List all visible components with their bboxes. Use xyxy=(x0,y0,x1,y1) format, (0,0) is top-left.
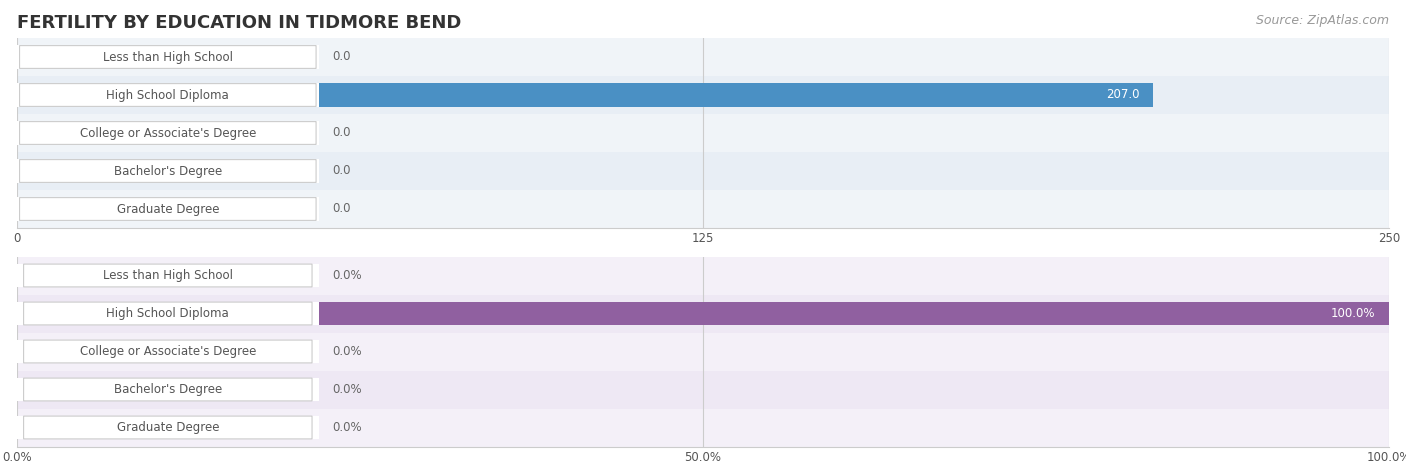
Text: 0.0%: 0.0% xyxy=(332,383,363,396)
FancyBboxPatch shape xyxy=(20,46,316,68)
Text: College or Associate's Degree: College or Associate's Degree xyxy=(80,126,256,140)
Text: 0.0: 0.0 xyxy=(332,202,352,216)
Bar xyxy=(17,152,1389,190)
Bar xyxy=(17,38,1389,76)
Text: 0.0%: 0.0% xyxy=(332,421,363,434)
Text: Less than High School: Less than High School xyxy=(103,269,233,282)
Bar xyxy=(17,408,1389,446)
Text: College or Associate's Degree: College or Associate's Degree xyxy=(80,345,256,358)
Text: Bachelor's Degree: Bachelor's Degree xyxy=(114,164,222,178)
Text: High School Diploma: High School Diploma xyxy=(107,88,229,102)
Bar xyxy=(17,416,319,439)
FancyBboxPatch shape xyxy=(24,378,312,401)
Text: Graduate Degree: Graduate Degree xyxy=(117,202,219,216)
Text: Bachelor's Degree: Bachelor's Degree xyxy=(114,383,222,396)
FancyBboxPatch shape xyxy=(24,264,312,287)
Bar xyxy=(17,197,319,221)
Text: Less than High School: Less than High School xyxy=(103,50,233,64)
Bar xyxy=(17,378,319,401)
Bar xyxy=(17,256,1389,294)
Text: 0.0: 0.0 xyxy=(332,126,352,140)
Text: 0.0: 0.0 xyxy=(332,50,352,64)
FancyBboxPatch shape xyxy=(20,122,316,144)
Bar xyxy=(17,332,1389,371)
Bar xyxy=(17,340,319,363)
FancyBboxPatch shape xyxy=(20,198,316,220)
Text: 207.0: 207.0 xyxy=(1107,88,1139,102)
Bar xyxy=(17,45,319,69)
Bar xyxy=(17,190,1389,228)
Bar xyxy=(17,83,1153,107)
Text: 100.0%: 100.0% xyxy=(1331,307,1375,320)
FancyBboxPatch shape xyxy=(24,340,312,363)
Bar xyxy=(17,114,1389,152)
Text: 0.0%: 0.0% xyxy=(332,345,363,358)
Bar xyxy=(17,302,1389,325)
Bar xyxy=(17,76,1389,114)
Text: FERTILITY BY EDUCATION IN TIDMORE BEND: FERTILITY BY EDUCATION IN TIDMORE BEND xyxy=(17,14,461,32)
Bar xyxy=(17,264,319,287)
Bar xyxy=(17,294,1389,332)
Bar xyxy=(17,370,1389,408)
Bar xyxy=(17,83,319,107)
Text: High School Diploma: High School Diploma xyxy=(107,307,229,320)
Text: 0.0: 0.0 xyxy=(332,164,352,178)
Bar xyxy=(17,302,319,325)
FancyBboxPatch shape xyxy=(20,84,316,106)
Text: Source: ZipAtlas.com: Source: ZipAtlas.com xyxy=(1256,14,1389,27)
FancyBboxPatch shape xyxy=(20,160,316,182)
Text: 0.0%: 0.0% xyxy=(332,269,363,282)
FancyBboxPatch shape xyxy=(24,302,312,325)
Bar xyxy=(17,121,319,145)
Text: Graduate Degree: Graduate Degree xyxy=(117,421,219,434)
FancyBboxPatch shape xyxy=(24,416,312,439)
Bar xyxy=(17,159,319,183)
